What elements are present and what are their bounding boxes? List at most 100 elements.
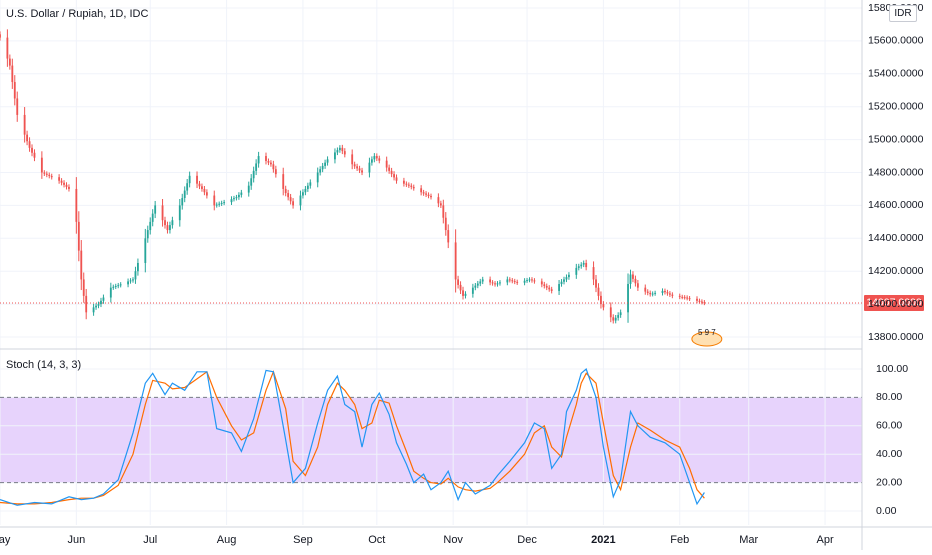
candle[interactable] xyxy=(496,281,499,287)
candle[interactable] xyxy=(395,174,398,184)
candle[interactable] xyxy=(16,91,19,122)
candle[interactable] xyxy=(565,274,568,283)
candle[interactable] xyxy=(614,315,617,324)
candle[interactable] xyxy=(223,199,226,206)
candle[interactable] xyxy=(464,291,467,299)
candle[interactable] xyxy=(567,272,570,280)
candle[interactable] xyxy=(33,149,36,162)
candle[interactable] xyxy=(528,277,531,283)
candle[interactable] xyxy=(309,179,312,189)
candle[interactable] xyxy=(80,240,83,291)
candle[interactable] xyxy=(181,193,184,210)
candle[interactable] xyxy=(28,137,31,152)
candle[interactable] xyxy=(654,290,657,296)
candle[interactable] xyxy=(166,221,169,234)
candle[interactable] xyxy=(664,288,666,295)
candle[interactable] xyxy=(375,153,378,162)
candle[interactable] xyxy=(60,178,63,186)
candle[interactable] xyxy=(299,190,302,211)
candle[interactable] xyxy=(439,200,442,208)
candle[interactable] xyxy=(597,283,600,301)
candle[interactable] xyxy=(82,272,85,303)
candle[interactable] xyxy=(319,166,322,176)
candle[interactable] xyxy=(188,171,191,188)
candle[interactable] xyxy=(533,278,536,284)
candle[interactable] xyxy=(146,225,149,243)
candle[interactable] xyxy=(402,177,405,187)
candle[interactable] xyxy=(144,228,147,273)
candle[interactable] xyxy=(563,276,565,285)
candle[interactable] xyxy=(666,289,669,296)
candle[interactable] xyxy=(617,312,620,321)
candle[interactable] xyxy=(255,159,258,176)
candle[interactable] xyxy=(65,182,68,190)
candle[interactable] xyxy=(390,167,393,178)
candle[interactable] xyxy=(489,276,492,286)
candle[interactable] xyxy=(129,278,132,284)
candle[interactable] xyxy=(58,174,61,184)
candle[interactable] xyxy=(109,282,112,303)
candle[interactable] xyxy=(289,193,292,205)
candle[interactable] xyxy=(75,177,78,234)
candle[interactable] xyxy=(575,263,578,279)
candle[interactable] xyxy=(427,192,430,199)
candle[interactable] xyxy=(252,166,255,183)
candle[interactable] xyxy=(186,178,189,195)
candle[interactable] xyxy=(378,155,381,164)
candle[interactable] xyxy=(405,181,408,187)
candle[interactable] xyxy=(636,279,639,291)
candle[interactable] xyxy=(353,161,356,169)
candle[interactable] xyxy=(257,151,260,168)
currency-button[interactable]: IDR xyxy=(889,5,917,22)
candle[interactable] xyxy=(370,156,373,166)
candle[interactable] xyxy=(235,194,238,201)
candle[interactable] xyxy=(215,202,218,208)
candle[interactable] xyxy=(513,278,516,285)
candle[interactable] xyxy=(476,280,479,289)
candle[interactable] xyxy=(218,201,221,207)
candle[interactable] xyxy=(703,300,706,306)
candle[interactable] xyxy=(526,277,528,283)
candle[interactable] xyxy=(272,160,275,173)
candle[interactable] xyxy=(560,279,563,287)
candle[interactable] xyxy=(368,157,371,178)
candle[interactable] xyxy=(343,148,346,158)
candle[interactable] xyxy=(646,289,649,296)
candle[interactable] xyxy=(201,183,203,192)
candle[interactable] xyxy=(356,163,359,171)
candle[interactable] xyxy=(644,284,647,295)
candle[interactable] xyxy=(550,286,553,294)
candle[interactable] xyxy=(8,54,11,70)
candle[interactable] xyxy=(341,144,344,155)
candle[interactable] xyxy=(6,29,9,67)
candle[interactable] xyxy=(474,283,477,291)
candle[interactable] xyxy=(410,183,413,190)
candle[interactable] xyxy=(132,277,134,283)
candle[interactable] xyxy=(361,167,363,176)
candle[interactable] xyxy=(592,261,595,286)
candle[interactable] xyxy=(151,209,154,227)
candle[interactable] xyxy=(531,277,533,283)
candle[interactable] xyxy=(265,152,267,165)
candle[interactable] xyxy=(629,269,632,289)
candle[interactable] xyxy=(585,259,588,271)
candle[interactable] xyxy=(31,144,33,157)
candle[interactable] xyxy=(154,200,157,219)
candle[interactable] xyxy=(321,162,324,173)
candle[interactable] xyxy=(471,283,474,298)
candle[interactable] xyxy=(287,189,290,201)
candle[interactable] xyxy=(324,159,327,169)
candle[interactable] xyxy=(462,286,464,300)
candle[interactable] xyxy=(678,293,681,300)
candle[interactable] xyxy=(442,199,445,224)
candle[interactable] xyxy=(178,198,181,227)
candle[interactable] xyxy=(117,282,120,289)
candle[interactable] xyxy=(23,107,26,143)
candle[interactable] xyxy=(444,212,447,236)
candle[interactable] xyxy=(316,167,319,188)
candle[interactable] xyxy=(540,278,543,288)
candle[interactable] xyxy=(668,291,671,297)
candle[interactable] xyxy=(183,186,186,203)
candle[interactable] xyxy=(205,189,208,199)
